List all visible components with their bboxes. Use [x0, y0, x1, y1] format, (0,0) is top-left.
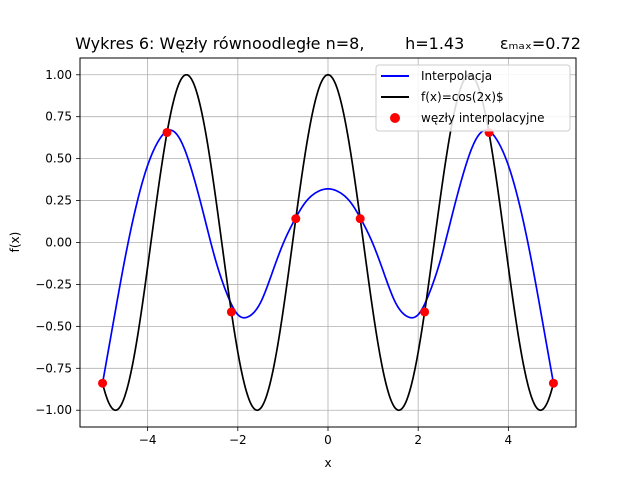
x-tick-label: −4 — [139, 433, 157, 447]
legend: Interpolacja f(x)=cos(2x)$ węzły interpo… — [376, 65, 570, 131]
legend-marker-nodes — [390, 113, 400, 123]
y-tick-label: 0.25 — [45, 194, 72, 208]
legend-label-interpolacja: Interpolacja — [421, 69, 492, 83]
interpolation-node-point — [549, 379, 558, 388]
x-tick-label: 4 — [505, 433, 513, 447]
interpolation-node-point — [98, 379, 107, 388]
legend-label-nodes: węzły interpolacyjne — [421, 111, 544, 125]
interpolation-node-point — [291, 214, 300, 223]
y-tick-label: 1.00 — [45, 68, 72, 82]
y-axis-label: f(x) — [8, 232, 22, 253]
y-tick-label: 0.00 — [45, 236, 72, 250]
interpolation-node-point — [162, 128, 171, 137]
x-tick-label: 2 — [414, 433, 422, 447]
interpolation-node-point — [356, 214, 365, 223]
x-axis-label: x — [324, 456, 331, 470]
x-tick-label: 0 — [324, 433, 332, 447]
chart-title: Wykres 6: Węzły równoodległe n=8, h=1.43… — [75, 34, 581, 53]
interpolation-node-point — [227, 307, 236, 316]
y-tick-label: −0.75 — [35, 361, 72, 375]
y-tick-label: −1.00 — [35, 403, 72, 417]
x-tick-label: −2 — [229, 433, 247, 447]
interpolation-node-point — [420, 307, 429, 316]
legend-label-function: f(x)=cos(2x)$ — [421, 90, 504, 104]
y-tick-label: 0.50 — [45, 152, 72, 166]
y-tick-label: −0.25 — [35, 277, 72, 291]
y-tick-label: −0.50 — [35, 319, 72, 333]
y-tick-label: 0.75 — [45, 110, 72, 124]
